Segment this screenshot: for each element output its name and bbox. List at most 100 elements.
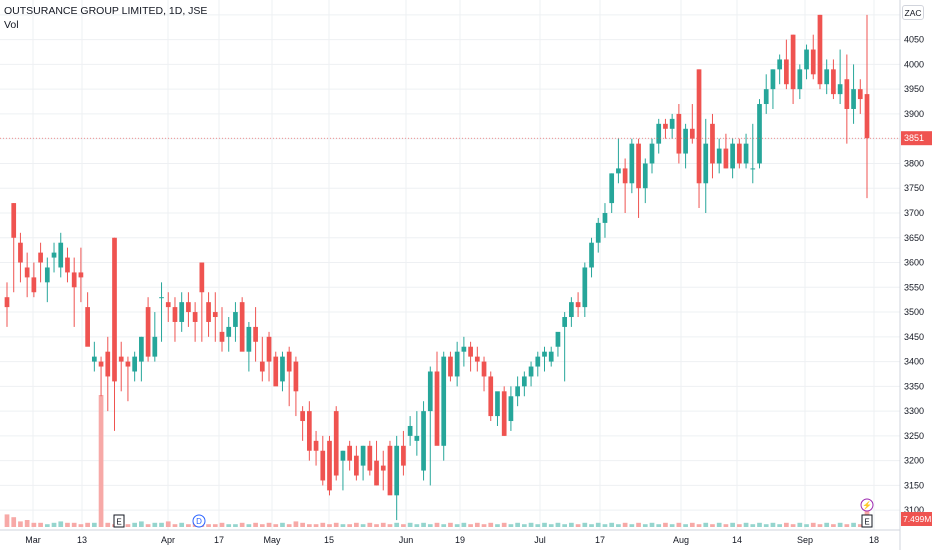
price-tick-label: 3450 — [904, 332, 924, 342]
volume-bar — [186, 524, 191, 527]
volume-bar — [528, 522, 534, 527]
volume-bar — [313, 524, 319, 527]
volume-bar — [421, 522, 426, 527]
time-tick-label: 14 — [732, 535, 742, 545]
volume-bar — [367, 522, 373, 527]
volume-bar — [132, 522, 138, 527]
price-tick-label: 3950 — [904, 84, 924, 94]
candle-body — [18, 242, 23, 263]
volume-bar — [569, 522, 574, 527]
candle-body — [817, 14, 823, 85]
volume-bar — [179, 522, 185, 527]
candle-body — [206, 302, 211, 322]
price-tick-label: 3400 — [904, 357, 924, 367]
last-volume-label: 7.499M — [903, 514, 931, 524]
candle-body — [622, 168, 628, 184]
volume-bar — [340, 524, 346, 527]
candle-body — [266, 336, 272, 362]
candle-body — [132, 356, 138, 372]
volume-bar — [273, 524, 279, 527]
candle-body — [293, 361, 299, 392]
volume-bar — [810, 522, 816, 527]
candle-body — [810, 49, 816, 75]
candle-body — [488, 376, 494, 417]
candle-body — [51, 252, 57, 258]
event-markers: E E D ⚡ — [113, 498, 874, 528]
candle-body — [31, 277, 37, 293]
time-tick-label: Jul — [534, 535, 546, 545]
volume-bar — [710, 524, 715, 527]
volume-bar — [44, 524, 50, 527]
candle-body — [414, 435, 420, 441]
volume-bar — [589, 524, 594, 527]
time-axis[interactable]: Mar 13 Apr 17 May 15 Jun 19 Jul 17 Aug 14 Sep 18 — [0, 529, 900, 545]
volume-bar — [750, 524, 756, 527]
candle-body — [139, 336, 144, 362]
split-marker-label: ⚡ — [862, 500, 872, 510]
candle-body — [743, 143, 749, 164]
time-tick-label: May — [263, 535, 281, 545]
candle-body — [233, 312, 238, 327]
candlesticks — [4, 14, 870, 521]
candle-body — [448, 356, 453, 377]
volume-bar — [837, 522, 843, 527]
price-tick-label: 3500 — [904, 307, 924, 317]
candle-body — [649, 143, 655, 164]
volume-bar — [622, 522, 628, 527]
volume-bar — [300, 522, 305, 527]
volume-bar — [152, 522, 158, 527]
volume-bar — [347, 524, 353, 527]
volume-bar — [71, 522, 77, 527]
time-tick-label: 15 — [324, 535, 334, 545]
candle-body — [286, 351, 292, 372]
candle-body — [253, 326, 258, 342]
candle-body — [716, 148, 722, 164]
price-tick-label: 3700 — [904, 208, 924, 218]
volume-bar — [31, 522, 37, 527]
candle-body — [736, 143, 742, 164]
volume-bar — [723, 524, 729, 527]
volume-indicator-label[interactable]: Vol — [4, 19, 19, 31]
volume-bar — [239, 522, 245, 527]
candle-body — [750, 168, 756, 170]
price-tick-label: 4000 — [904, 59, 924, 69]
candle-body — [669, 118, 675, 129]
candle-body — [495, 391, 500, 417]
candle-body — [427, 371, 433, 412]
last-price-badge — [901, 131, 932, 146]
candle-body — [98, 361, 104, 367]
volume-bar — [293, 521, 299, 527]
candle-body — [548, 351, 554, 362]
candle-body — [374, 460, 379, 486]
candle-body — [770, 69, 776, 90]
time-tick-label: 17 — [214, 535, 224, 545]
volume-bar — [38, 522, 43, 527]
symbol-title[interactable]: OUTSURANCE GROUP LIMITED, 1D, JSE — [4, 5, 208, 17]
candle-body — [763, 89, 769, 105]
price-axis[interactable]: 3100 3150 3200 3250 3300 3350 3400 3450 3500 3550… — [899, 0, 932, 550]
candle-body — [407, 425, 413, 436]
volume-bar — [696, 524, 702, 527]
volume-bar — [125, 524, 131, 527]
candle-body — [629, 143, 635, 184]
currency-button[interactable]: ZAC — [902, 5, 924, 20]
candle-body — [360, 445, 366, 466]
candle-body — [656, 123, 662, 144]
volume-bar — [58, 521, 64, 527]
candle-body — [441, 356, 447, 446]
volume-bar — [763, 524, 769, 527]
dividend-marker-label: D — [196, 517, 202, 526]
volume-bar — [333, 522, 339, 527]
candle-body — [454, 351, 460, 377]
candle-body — [199, 262, 205, 293]
candle-body — [481, 361, 487, 377]
price-tick-label: 3800 — [904, 158, 924, 168]
candle-body — [239, 302, 245, 352]
volume-bar — [280, 522, 285, 527]
earnings-marker-box — [113, 514, 125, 528]
candle-body — [394, 445, 400, 496]
volume-bar — [219, 522, 225, 527]
candle-body — [542, 351, 547, 357]
volume-bar — [374, 524, 379, 527]
